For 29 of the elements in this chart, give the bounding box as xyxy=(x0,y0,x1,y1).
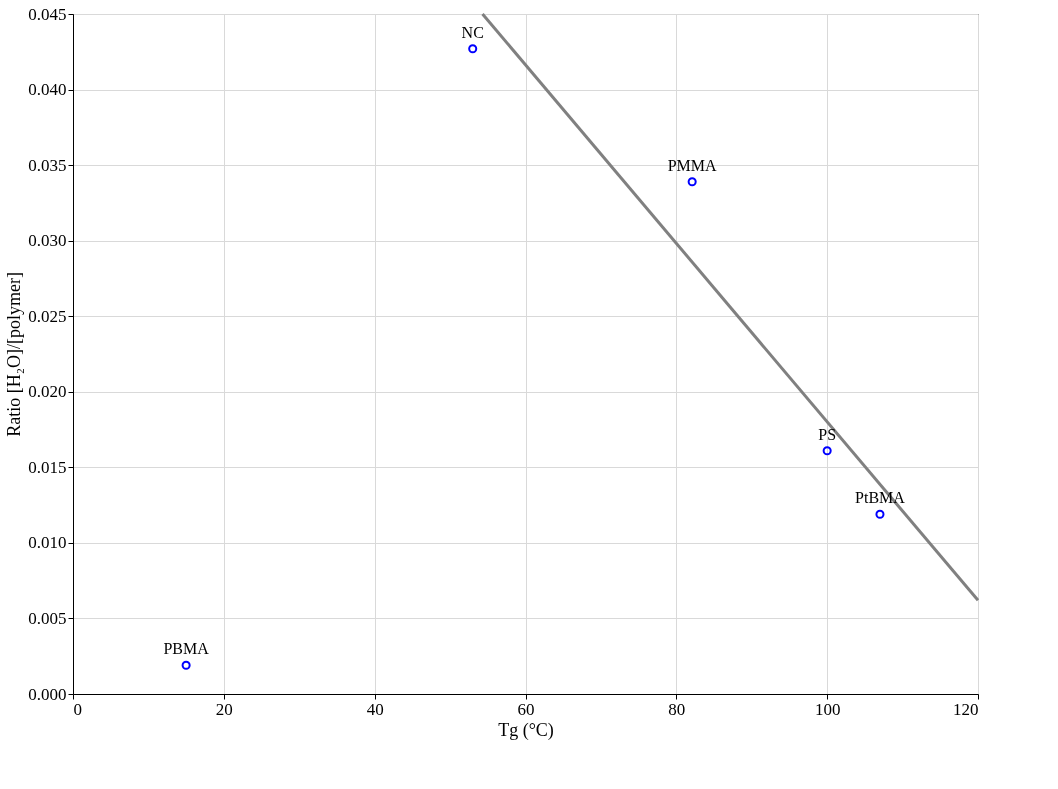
y-tick-label: 0.040 xyxy=(28,80,67,100)
x-tick-label: 40 xyxy=(366,699,384,719)
annotation: PMMA xyxy=(667,156,718,174)
x-tick-label: 100 xyxy=(814,699,841,719)
y-tick-label: 0.030 xyxy=(28,231,67,251)
annotation: NC xyxy=(461,23,484,41)
annotation: PBMA xyxy=(163,640,210,658)
x-tick-label: 0 xyxy=(73,699,82,719)
y-tick-label: 0.005 xyxy=(28,608,67,628)
annotation: PS xyxy=(818,425,837,443)
point xyxy=(181,660,191,670)
y-tick-label: 0.015 xyxy=(28,457,67,477)
y-tick-label: 0.020 xyxy=(28,382,67,402)
point xyxy=(875,509,885,519)
y-tick-label: 0.045 xyxy=(28,4,67,24)
point xyxy=(687,177,697,187)
x-tick-label: 60 xyxy=(517,699,535,719)
y-tick-label: 0.000 xyxy=(28,684,67,704)
x-tick-label: 80 xyxy=(668,699,686,719)
annotation: PtBMA xyxy=(855,489,906,507)
y-tick-label: 0.010 xyxy=(28,533,67,553)
x-tick-label: 20 xyxy=(215,699,233,719)
x-tick-label: 120 xyxy=(953,699,979,719)
y-axis-title: Ratio [H₂O]/[polymer] xyxy=(4,272,25,437)
point xyxy=(822,446,832,456)
x-axis-title: Tg (°C) xyxy=(498,719,554,741)
y-tick-label: 0.025 xyxy=(28,306,67,326)
point xyxy=(468,44,478,54)
y-tick-label: 0.035 xyxy=(28,155,67,175)
